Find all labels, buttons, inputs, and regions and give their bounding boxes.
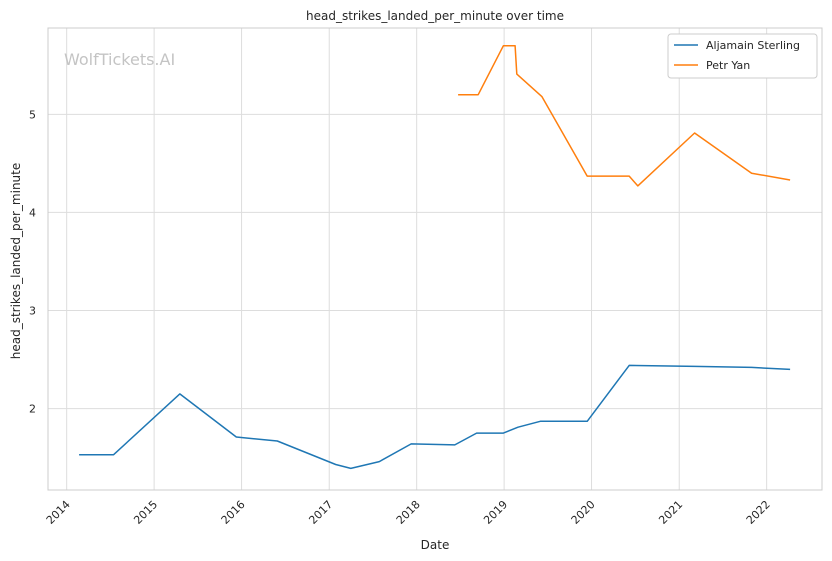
grid-lines [48, 28, 822, 490]
legend: Aljamain Sterling Petr Yan [667, 33, 818, 79]
legend-box [667, 33, 818, 79]
watermark: WolfTickets.AI [64, 50, 175, 69]
series-line-petr-yan [458, 44, 791, 187]
y-tick-label: 3 [29, 304, 36, 317]
y-tick-labels: 2 3 4 5 [29, 108, 36, 415]
legend-label-petr-yan: Petr Yan [706, 59, 750, 72]
y-tick-label: 4 [29, 206, 36, 219]
series-lines [79, 44, 791, 470]
legend-label-aljamain-sterling: Aljamain Sterling [706, 39, 800, 52]
plot-frame [47, 27, 823, 491]
chart-title: head_strikes_landed_per_minute over time [306, 9, 564, 23]
x-axis-label: Date [421, 538, 450, 552]
y-axis-label: head_strikes_landed_per_minute [9, 163, 23, 360]
y-tick-label: 5 [29, 108, 36, 121]
y-tick-label: 2 [29, 403, 36, 416]
series-line-aljamain-sterling [79, 364, 791, 470]
